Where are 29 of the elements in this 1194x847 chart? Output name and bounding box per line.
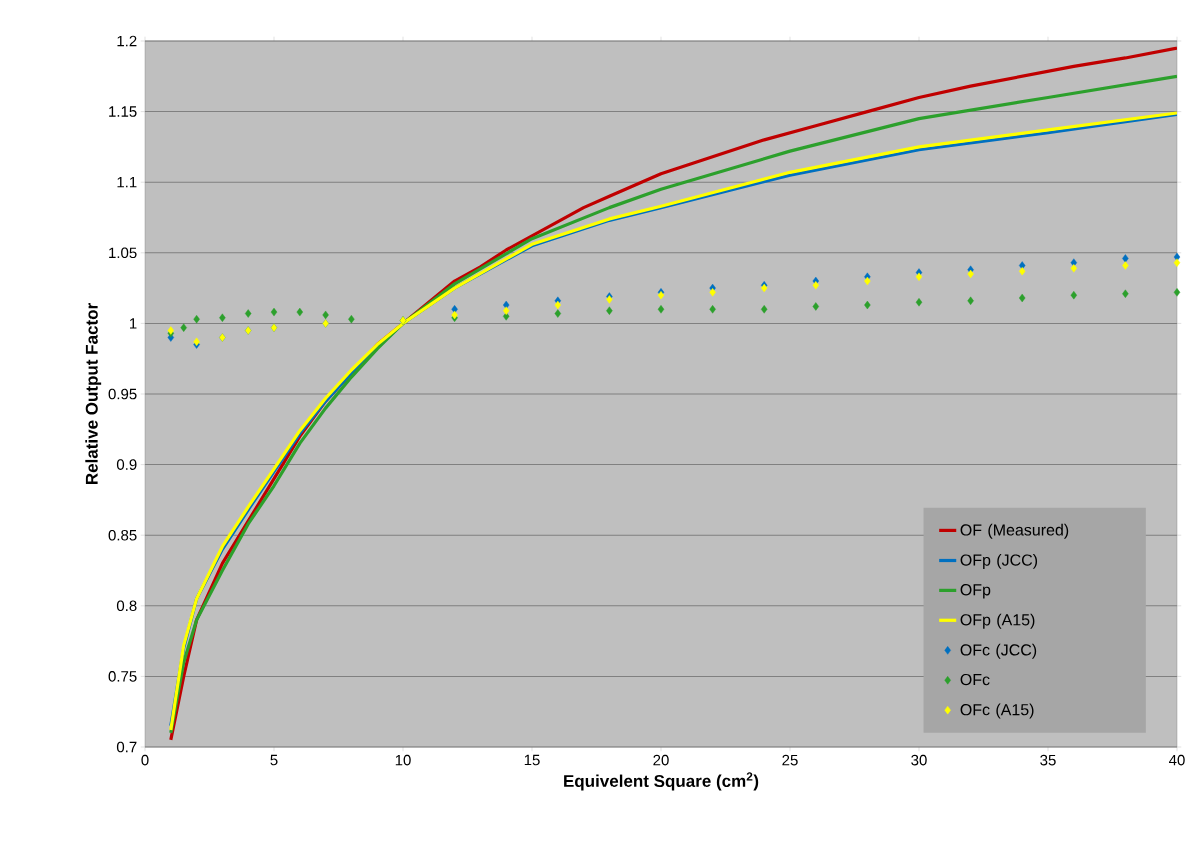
y-axis-title: Relative Output Factor bbox=[85, 303, 102, 485]
legend-label: OFc (JCC) bbox=[960, 643, 1037, 659]
x-tick-label: 10 bbox=[395, 754, 411, 766]
x-tick-label: 15 bbox=[524, 754, 540, 766]
x-tick-label: 40 bbox=[1169, 754, 1185, 766]
legend-label: OFc (A15) bbox=[960, 703, 1034, 719]
x-tick-label: 30 bbox=[911, 754, 927, 766]
y-tick-label: 1.05 bbox=[109, 247, 137, 259]
x-tick-label: 5 bbox=[270, 754, 278, 766]
y-tick-label: 0.8 bbox=[116, 600, 137, 612]
legend-label: OFp (JCC) bbox=[960, 553, 1038, 569]
legend-label: OFc bbox=[960, 673, 990, 686]
y-tick-label: 0.75 bbox=[108, 671, 137, 682]
x-axis-title: Equivelent Square (cm$^{2}$) bbox=[564, 772, 759, 791]
y-tick-label: 1.1 bbox=[117, 177, 137, 188]
y-tick-label: 0.95 bbox=[108, 388, 137, 400]
x-tick-label: 25 bbox=[782, 754, 798, 766]
legend-label: OFp bbox=[960, 584, 991, 599]
y-tick-label: 1 bbox=[130, 318, 137, 329]
x-tick-label: 35 bbox=[1040, 754, 1056, 766]
legend-label: OFp (A15) bbox=[960, 613, 1035, 629]
y-tick-label: 1.15 bbox=[109, 106, 137, 117]
x-tick-label: 0 bbox=[141, 754, 149, 766]
y-tick-label: 0.9 bbox=[116, 459, 137, 470]
y-tick-label: 1.2 bbox=[117, 35, 137, 47]
x-tick-label: 20 bbox=[653, 754, 669, 766]
y-tick-label: 0.7 bbox=[116, 741, 137, 753]
legend-label: OF (Measured) bbox=[960, 523, 1069, 539]
y-tick-label: 0.85 bbox=[108, 529, 137, 541]
